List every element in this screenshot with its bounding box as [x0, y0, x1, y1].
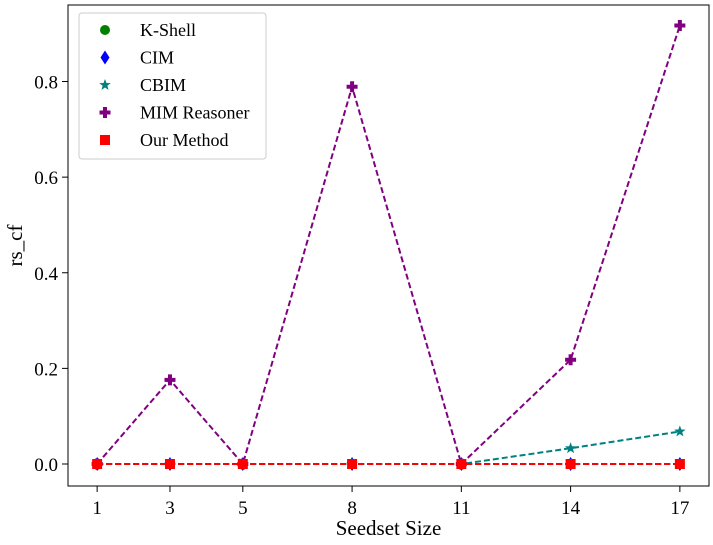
- x-tick-label: 17: [670, 498, 689, 519]
- x-tick-label: 3: [165, 498, 175, 519]
- data-point-our-method: [674, 459, 685, 470]
- data-point-our-method: [565, 459, 576, 470]
- y-axis-ticks: 0.0 0.2 0.4 0.6 0.8: [34, 73, 68, 476]
- legend-item-cim: CIM: [100, 48, 174, 68]
- y-tick-label: 0.0: [34, 455, 58, 476]
- data-point-our-method: [237, 459, 248, 470]
- legend-marker-cbim: [99, 79, 111, 90]
- data-point-our-method: [347, 459, 358, 470]
- series-line-cbim: [97, 430, 681, 466]
- data-point-our-method: [456, 459, 467, 470]
- legend-item-mim-reasoner: MIM Reasoner: [99, 103, 249, 123]
- legend-label-cbim: CBIM: [140, 75, 186, 95]
- data-point-mim-reasoner: [164, 374, 176, 386]
- y-tick-label: 0.2: [34, 359, 58, 380]
- data-point-mim-reasoner: [565, 354, 577, 366]
- legend-label-k-shell: K-Shell: [140, 20, 196, 40]
- y-axis-label: rs_cf: [3, 225, 27, 267]
- series-our-method: [92, 459, 685, 470]
- plot-frame: [67, 4, 710, 487]
- plot-marks: [91, 20, 686, 472]
- x-tick-label: 1: [92, 498, 102, 519]
- legend-box: [78, 12, 267, 160]
- legend-label-our-method: Our Method: [140, 130, 229, 150]
- data-point-our-method: [92, 459, 103, 470]
- legend-item-cbim: CBIM: [99, 75, 186, 95]
- x-axis-ticks: 1 3 5 8 11 14 17: [92, 486, 689, 519]
- legend: K-Shell CIM CBIM MIM Reasoner Our Method: [78, 12, 267, 160]
- x-tick-label: 8: [347, 498, 357, 519]
- y-tick-label: 0.6: [34, 168, 58, 189]
- legend-marker-k-shell: [100, 25, 110, 35]
- legend-item-our-method: Our Method: [100, 130, 229, 150]
- legend-item-k-shell: K-Shell: [100, 20, 196, 40]
- y-tick-label: 0.8: [34, 73, 58, 94]
- data-point-mim-reasoner: [674, 20, 686, 32]
- legend-marker-our-method: [100, 135, 110, 145]
- x-tick-label: 11: [452, 498, 470, 519]
- legend-label-cim: CIM: [140, 48, 174, 68]
- legend-label-mim-reasoner: MIM Reasoner: [140, 103, 249, 123]
- series-cbim: [91, 425, 686, 469]
- x-tick-label: 5: [238, 498, 248, 519]
- data-point-our-method: [164, 459, 175, 470]
- x-tick-label: 14: [561, 498, 581, 519]
- x-axis-label: Seedset Size: [336, 516, 442, 540]
- y-tick-label: 0.4: [34, 264, 58, 285]
- data-point-cbim: [564, 442, 577, 454]
- data-point-mim-reasoner: [346, 81, 358, 93]
- legend-marker-cim: [100, 50, 110, 65]
- legend-marker-mim-reasoner: [99, 107, 111, 118]
- data-point-cbim: [674, 425, 686, 437]
